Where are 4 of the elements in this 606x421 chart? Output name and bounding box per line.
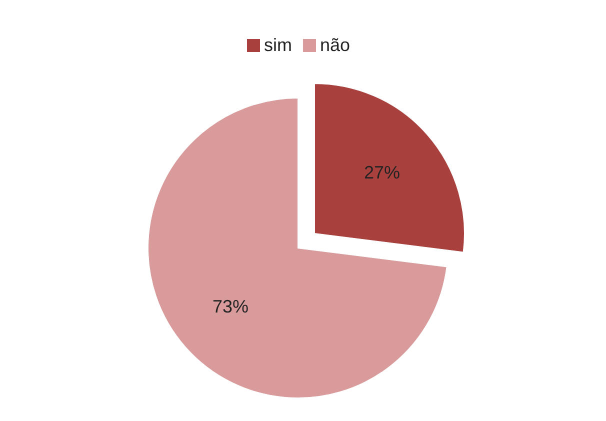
data-label: 73% [212, 296, 249, 316]
data-label: 27% [364, 162, 400, 183]
legend-label: sim [264, 34, 292, 55]
legend-label: não [320, 34, 350, 55]
